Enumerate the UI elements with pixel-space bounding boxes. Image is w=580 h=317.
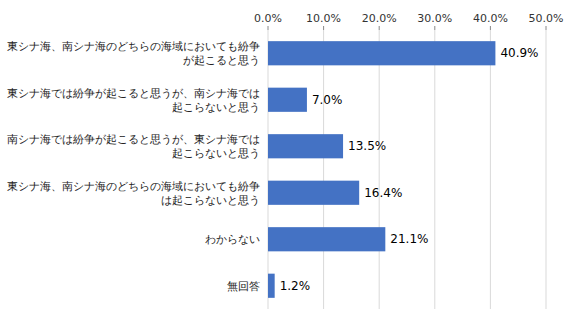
bars xyxy=(268,41,495,298)
category-label: わからない xyxy=(205,233,260,246)
tick-label: 20.0% xyxy=(362,12,397,25)
x-axis: 0.0% 10.0% 20.0% 30.0% 40.0% 50.0% xyxy=(254,12,563,30)
category-label: 無回答 xyxy=(227,280,260,293)
grid-line xyxy=(323,30,324,309)
data-labels: 40.9% 7.0% 13.5% 16.4% 21.1% 1.2% xyxy=(280,46,539,293)
chart-container: 0.0% 10.0% 20.0% 30.0% 40.0% 50.0% 40.9% 7.0% 13… xyxy=(0,0,580,317)
bar xyxy=(268,134,343,158)
tick-label: 40.0% xyxy=(473,12,508,25)
tick-label: 30.0% xyxy=(417,12,452,25)
bar xyxy=(268,88,307,112)
y-axis: 東シナ海、南シナ海のどちらの海域においても紛争が起こると思う東シナ海では紛争が起… xyxy=(7,40,260,293)
data-label: 16.4% xyxy=(364,186,402,200)
grid-line xyxy=(268,30,269,309)
category-label: 東シナ海では紛争が起こると思うが、南シナ海では起こらないと思う xyxy=(7,87,260,114)
bar xyxy=(268,227,385,251)
tick-mark xyxy=(379,26,380,30)
bar xyxy=(268,274,275,298)
tick-label: 0.0% xyxy=(254,12,282,25)
grid-line xyxy=(490,30,491,309)
tick-mark xyxy=(546,26,547,30)
chart: 0.0% 10.0% 20.0% 30.0% 40.0% 50.0% 40.9% 7.0% 13… xyxy=(0,0,580,317)
tick-label: 50.0% xyxy=(529,12,564,25)
grid-line xyxy=(434,30,435,309)
bar xyxy=(268,181,359,205)
tick-mark xyxy=(268,26,269,30)
grid xyxy=(268,30,546,309)
data-label: 40.9% xyxy=(500,46,538,60)
grid-line xyxy=(546,30,547,309)
category-label: 南シナ海では紛争が起こると思うが、東シナ海では起こらないと思う xyxy=(7,133,260,160)
data-label: 1.2% xyxy=(280,279,311,293)
tick-mark xyxy=(434,26,435,30)
category-label: 東シナ海、南シナ海のどちらの海域においても紛争は起こらないと思う xyxy=(7,180,260,207)
grid-line xyxy=(379,30,380,309)
tick-mark xyxy=(323,26,324,30)
category-label: 東シナ海、南シナ海のどちらの海域においても紛争が起こると思う xyxy=(7,40,260,67)
data-label: 13.5% xyxy=(348,139,386,153)
bar xyxy=(268,41,495,65)
data-label: 21.1% xyxy=(390,232,428,246)
tick-mark xyxy=(490,26,491,30)
tick-label: 10.0% xyxy=(306,12,341,25)
data-label: 7.0% xyxy=(312,93,343,107)
